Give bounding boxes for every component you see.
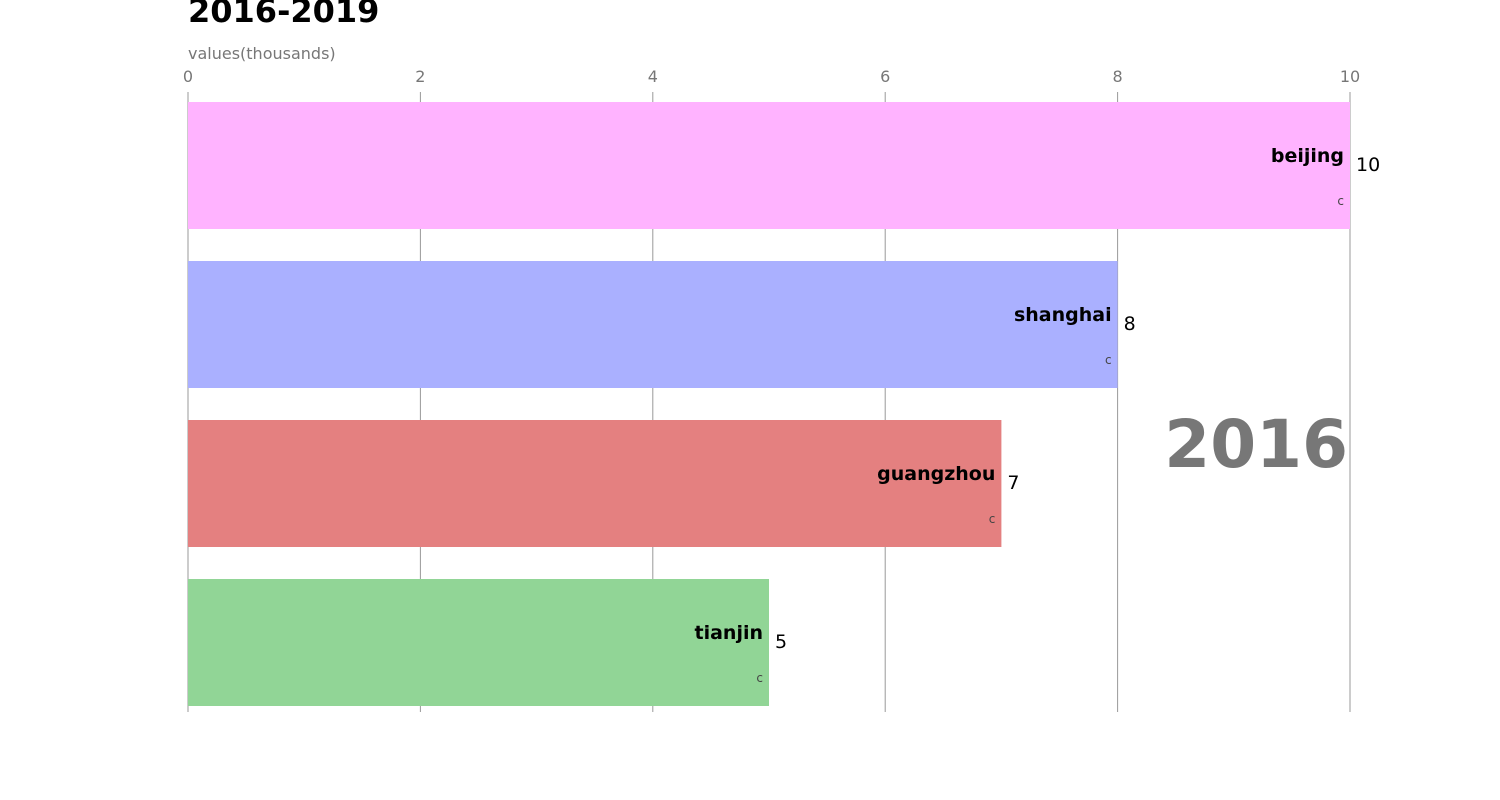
bar-tag-label: c — [1105, 353, 1112, 367]
bar-category-label: shanghai — [1014, 304, 1112, 326]
x-tick-label: 6 — [880, 67, 890, 86]
bar-value-label: 7 — [1007, 472, 1019, 494]
bar — [188, 420, 1002, 547]
bar-value-label: 10 — [1356, 154, 1380, 176]
bar — [188, 261, 1118, 388]
x-tick-label: 0 — [183, 67, 193, 86]
bar-category-label: guangzhou — [877, 463, 995, 485]
bar-group: tianjin c 5 — [188, 579, 787, 706]
bar-value-label: 5 — [775, 631, 787, 653]
chart-title: 2016-2019 — [188, 0, 379, 30]
x-axis-label: values(thousands) — [188, 44, 336, 63]
x-tick-label: 2 — [415, 67, 425, 86]
x-tick-label: 8 — [1113, 67, 1123, 86]
bar-tag-label: c — [756, 671, 763, 685]
x-tick-label: 10 — [1340, 67, 1360, 86]
bar-group: shanghai c 8 — [188, 261, 1136, 388]
bar-tag-label: c — [989, 512, 996, 526]
bar-group: guangzhou c 7 — [188, 420, 1019, 547]
bar-value-label: 8 — [1124, 313, 1136, 335]
bar-category-label: beijing — [1271, 145, 1344, 167]
bars: beijing c 10 shanghai c 8 guangzhou c 7 tianjin c 5 — [188, 102, 1380, 706]
bar-tag-label: c — [1337, 194, 1344, 208]
bar-category-label: tianjin — [695, 622, 764, 644]
x-axis-ticks: 0 2 4 6 8 10 — [183, 67, 1360, 86]
bar-group: beijing c 10 — [188, 102, 1380, 229]
bar — [188, 579, 769, 706]
period-label: 2016 — [1164, 406, 1348, 483]
bar — [188, 102, 1350, 229]
x-tick-label: 4 — [648, 67, 658, 86]
